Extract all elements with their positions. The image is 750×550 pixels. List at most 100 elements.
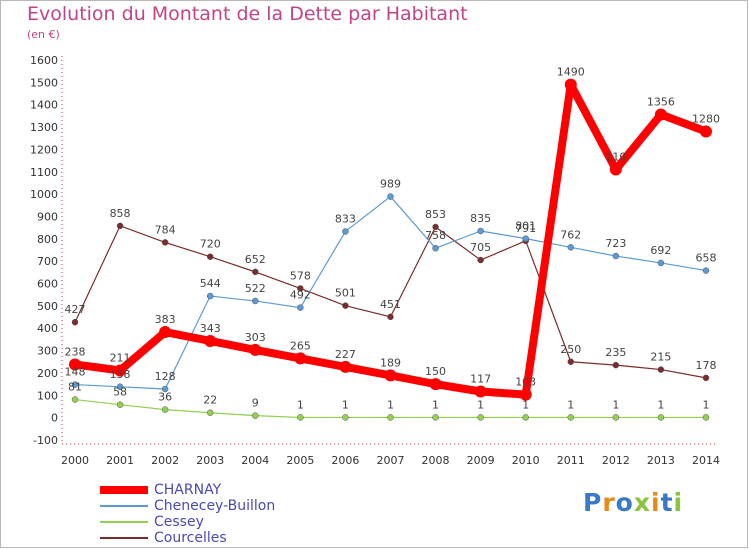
data-label: 383 xyxy=(155,313,176,326)
x-tick-label: 2006 xyxy=(331,454,359,467)
legend-swatch xyxy=(100,521,148,523)
data-label: 138 xyxy=(110,368,131,381)
data-label: 1 xyxy=(522,398,529,411)
data-point xyxy=(294,352,307,365)
data-point xyxy=(297,304,304,311)
data-point xyxy=(71,318,79,326)
data-label: 1 xyxy=(612,398,619,411)
data-point xyxy=(342,302,349,309)
data-point xyxy=(477,414,484,421)
data-label: 801 xyxy=(515,220,536,233)
data-point xyxy=(252,412,259,419)
data-point xyxy=(116,222,124,230)
y-tick-label: 100 xyxy=(37,389,58,402)
chart-unit: (en €) xyxy=(27,28,60,41)
x-tick-label: 2007 xyxy=(376,454,404,467)
data-label: 833 xyxy=(335,212,356,225)
data-point xyxy=(432,244,439,252)
legend-item: Courcelles xyxy=(100,530,275,546)
data-point xyxy=(702,374,710,382)
x-tick-label: 2013 xyxy=(647,454,675,467)
data-point xyxy=(206,253,214,260)
data-point xyxy=(71,396,79,403)
data-label: 835 xyxy=(470,212,491,225)
data-label: 501 xyxy=(335,287,356,300)
data-label: 36 xyxy=(158,391,172,404)
data-point xyxy=(387,313,394,321)
data-label: 1 xyxy=(702,398,709,411)
data-label: 492 xyxy=(290,289,311,302)
data-label: 989 xyxy=(380,178,401,191)
data-label: 791 xyxy=(515,222,536,235)
y-tick-label: 700 xyxy=(37,255,58,268)
data-point xyxy=(567,414,575,421)
data-label: 705 xyxy=(470,241,491,254)
data-label: 238 xyxy=(65,345,86,358)
legend-item: Cessey xyxy=(100,514,275,530)
data-point xyxy=(612,361,620,369)
data-label: 215 xyxy=(650,351,671,364)
x-tick-label: 2001 xyxy=(106,454,134,467)
brand-letter: i xyxy=(651,488,661,517)
data-point xyxy=(114,364,127,377)
x-tick-label: 2000 xyxy=(61,454,89,467)
y-tick-label: 1100 xyxy=(30,166,58,179)
x-tick-label: 2002 xyxy=(151,454,179,467)
data-label: 150 xyxy=(425,365,446,378)
data-point xyxy=(297,414,304,421)
data-label: 658 xyxy=(695,252,716,265)
data-point xyxy=(432,223,439,231)
data-label: 451 xyxy=(380,298,401,311)
legend-swatch xyxy=(100,486,148,494)
chart-axes: -100 0 100 200 300 400 500 600 700 800 900 1000 1100… xyxy=(30,54,720,467)
data-point xyxy=(522,414,529,421)
x-tick-label: 2004 xyxy=(241,454,269,467)
data-label: 235 xyxy=(605,346,626,359)
data-label: 250 xyxy=(560,343,581,356)
data-label: 265 xyxy=(290,339,311,352)
x-tick-label: 2010 xyxy=(512,454,540,467)
data-point xyxy=(252,268,259,276)
y-tick-label: 500 xyxy=(37,300,58,313)
data-label: 1 xyxy=(432,398,439,411)
data-point xyxy=(609,163,622,176)
y-tick-label: 1200 xyxy=(30,143,58,156)
data-label: 720 xyxy=(200,238,221,251)
chart-legend: CHARNAY Chenecey-Buillon Cessey Courcelles xyxy=(100,482,275,546)
y-tick-label: 1600 xyxy=(30,54,58,67)
data-label: 58 xyxy=(113,386,127,399)
x-tick-label: 2012 xyxy=(602,454,630,467)
data-point xyxy=(567,358,575,366)
data-point xyxy=(297,285,304,292)
data-label: 853 xyxy=(425,208,446,221)
data-point xyxy=(342,414,349,421)
data-point xyxy=(654,108,667,121)
data-point xyxy=(567,244,575,251)
brand-letter: x xyxy=(633,488,651,517)
x-tick-label: 2003 xyxy=(196,454,224,467)
data-point xyxy=(657,414,665,421)
brand-letter: i xyxy=(673,488,684,517)
data-point xyxy=(477,227,484,235)
y-tick-label: 0 xyxy=(51,412,58,425)
y-tick-label: -100 xyxy=(33,434,58,447)
data-point xyxy=(161,239,169,246)
data-point xyxy=(522,235,529,242)
data-point xyxy=(161,385,169,393)
data-point xyxy=(116,401,124,408)
data-label: 189 xyxy=(380,356,401,369)
brand-letter: t xyxy=(660,488,674,517)
data-point xyxy=(387,193,394,200)
data-label: 22 xyxy=(203,394,217,407)
data-label: 522 xyxy=(245,282,266,295)
legend-swatch xyxy=(100,505,148,507)
data-point xyxy=(432,414,439,421)
data-label: 1 xyxy=(477,398,484,411)
data-label: 1 xyxy=(387,398,394,411)
data-label: 103 xyxy=(515,376,536,389)
data-label: 544 xyxy=(200,277,221,290)
y-tick-label: 1000 xyxy=(30,188,58,201)
y-tick-label: 400 xyxy=(37,322,58,335)
legend-label: Courcelles xyxy=(154,530,227,546)
